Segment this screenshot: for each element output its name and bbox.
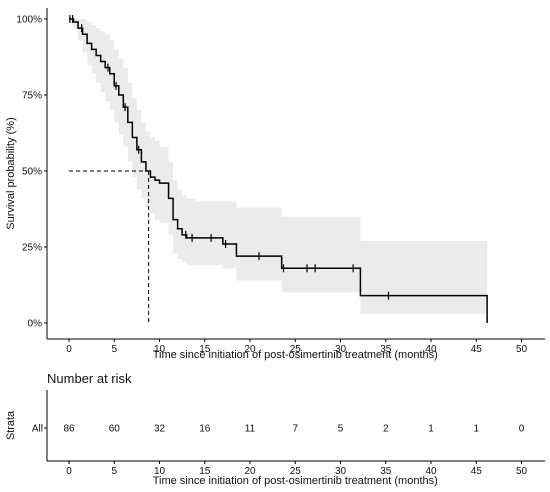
x-tick-label: 40 xyxy=(425,344,437,355)
x-tick-label: 10 xyxy=(154,344,166,355)
km-axes xyxy=(44,8,545,342)
risk-x-tick-label: 5 xyxy=(111,466,117,477)
x-tick-label: 20 xyxy=(244,344,256,355)
risk-table-y-title: Strata xyxy=(5,410,17,440)
risk-table-axes xyxy=(44,390,545,464)
risk-value: 0 xyxy=(519,424,525,435)
risk-value: 60 xyxy=(109,424,121,435)
risk-x-tick-label: 10 xyxy=(154,466,166,477)
x-tick-label: 0 xyxy=(66,344,72,355)
y-tick-label: 75% xyxy=(22,91,42,102)
y-axis-title: Survival probability (%) xyxy=(5,117,17,229)
y-tick-label: 0% xyxy=(28,319,43,330)
risk-x-axis-title: Time since initiation of post-osimertini… xyxy=(153,475,438,487)
risk-table-title: Number at risk xyxy=(47,371,132,386)
risk-value: 86 xyxy=(63,424,75,435)
risk-value: 32 xyxy=(154,424,166,435)
risk-table: Number at risk Strata All 86 60 32 16 11 7 5 2 1… xyxy=(5,371,545,487)
kaplan-meier-plot: 0% 25% 50% 75% 100% 0 5 10 15 20 25 30 35 40 45 50 Sur… xyxy=(5,8,545,361)
risk-x-tick-label: 30 xyxy=(335,466,347,477)
x-axis-title: Time since initiation of post-osimertini… xyxy=(153,349,438,361)
risk-x-tick-label: 20 xyxy=(244,466,256,477)
y-tick-label: 50% xyxy=(22,167,42,178)
x-tick-label: 45 xyxy=(471,344,483,355)
x-tick-label: 30 xyxy=(335,344,347,355)
confidence-band xyxy=(69,19,488,323)
x-tick-labels: 0 5 10 15 20 25 30 35 40 45 50 xyxy=(66,344,527,355)
risk-x-tick-label: 0 xyxy=(66,466,72,477)
x-tick-label: 50 xyxy=(516,344,528,355)
risk-value: 5 xyxy=(338,424,344,435)
risk-value: 1 xyxy=(473,424,479,435)
risk-value: 1 xyxy=(428,424,434,435)
risk-table-values: 86 60 32 16 11 7 5 2 1 1 0 xyxy=(63,424,524,435)
risk-x-tick-labels: 0 5 10 15 20 25 30 35 40 45 50 xyxy=(66,466,527,477)
risk-value: 16 xyxy=(199,424,211,435)
risk-value: 11 xyxy=(245,424,256,435)
risk-x-tick-label: 35 xyxy=(380,466,392,477)
censor-marks-layer xyxy=(69,15,390,300)
median-reference-lines xyxy=(69,170,150,323)
risk-table-row-label: All xyxy=(32,424,43,435)
risk-x-tick-label: 50 xyxy=(516,466,528,477)
y-tick-label: 25% xyxy=(22,243,42,254)
y-tick-labels: 0% 25% 50% 75% 100% xyxy=(16,15,42,330)
x-tick-label: 15 xyxy=(199,344,211,355)
risk-x-tick-label: 15 xyxy=(199,466,211,477)
risk-value: 2 xyxy=(383,424,389,435)
risk-x-tick-label: 40 xyxy=(425,466,437,477)
risk-x-tick-label: 25 xyxy=(290,466,302,477)
x-tick-label: 5 xyxy=(111,344,117,355)
y-tick-label: 100% xyxy=(16,15,42,26)
x-tick-label: 25 xyxy=(290,344,302,355)
confidence-band-layer xyxy=(69,19,488,323)
x-tick-label: 35 xyxy=(380,344,392,355)
risk-x-tick-label: 45 xyxy=(471,466,483,477)
risk-value: 7 xyxy=(292,424,298,435)
